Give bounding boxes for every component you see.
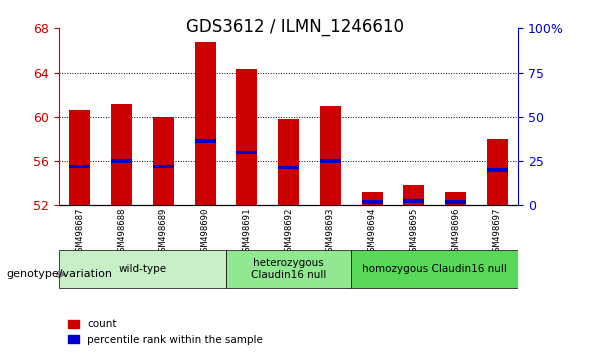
Bar	[278, 119, 299, 205]
Bar	[278, 166, 299, 169]
Bar	[362, 200, 383, 204]
Text: GSM498697: GSM498697	[493, 207, 502, 256]
Bar	[153, 165, 174, 168]
Text: GSM498687: GSM498687	[75, 207, 84, 256]
Text: wild-type: wild-type	[118, 264, 167, 274]
Text: GSM498688: GSM498688	[117, 207, 126, 256]
Text: GDS3612 / ILMN_1246610: GDS3612 / ILMN_1246610	[186, 18, 403, 36]
Bar	[226, 250, 351, 288]
Text: heterozygous
Claudin16 null: heterozygous Claudin16 null	[251, 258, 326, 280]
Text: GSM498692: GSM498692	[284, 207, 293, 256]
Text: GSM498690: GSM498690	[201, 207, 210, 256]
Text: genotype/variation: genotype/variation	[6, 269, 112, 279]
Bar	[351, 250, 518, 288]
Bar	[320, 159, 341, 163]
Bar	[320, 106, 341, 205]
Text: GSM498696: GSM498696	[451, 207, 460, 256]
Bar	[487, 168, 508, 172]
Bar	[59, 250, 226, 288]
Bar	[194, 42, 216, 205]
Bar	[487, 139, 508, 205]
Bar	[403, 199, 424, 202]
Bar	[445, 200, 466, 204]
Text: GSM498689: GSM498689	[159, 207, 168, 256]
Bar	[70, 110, 90, 205]
Bar	[153, 117, 174, 205]
Bar	[362, 192, 383, 205]
Bar	[445, 192, 466, 205]
Bar	[111, 159, 132, 163]
Text: GSM498691: GSM498691	[242, 207, 252, 256]
Text: GSM498695: GSM498695	[409, 207, 418, 256]
Bar	[70, 165, 90, 168]
Bar	[111, 103, 132, 205]
Text: GSM498694: GSM498694	[368, 207, 376, 256]
Bar	[403, 185, 424, 205]
Text: homozygous Claudin16 null: homozygous Claudin16 null	[362, 264, 507, 274]
Bar	[236, 69, 257, 205]
Bar	[236, 150, 257, 154]
Text: GSM498693: GSM498693	[326, 207, 335, 256]
Bar	[194, 139, 216, 143]
Legend: count, percentile rank within the sample: count, percentile rank within the sample	[64, 315, 267, 349]
